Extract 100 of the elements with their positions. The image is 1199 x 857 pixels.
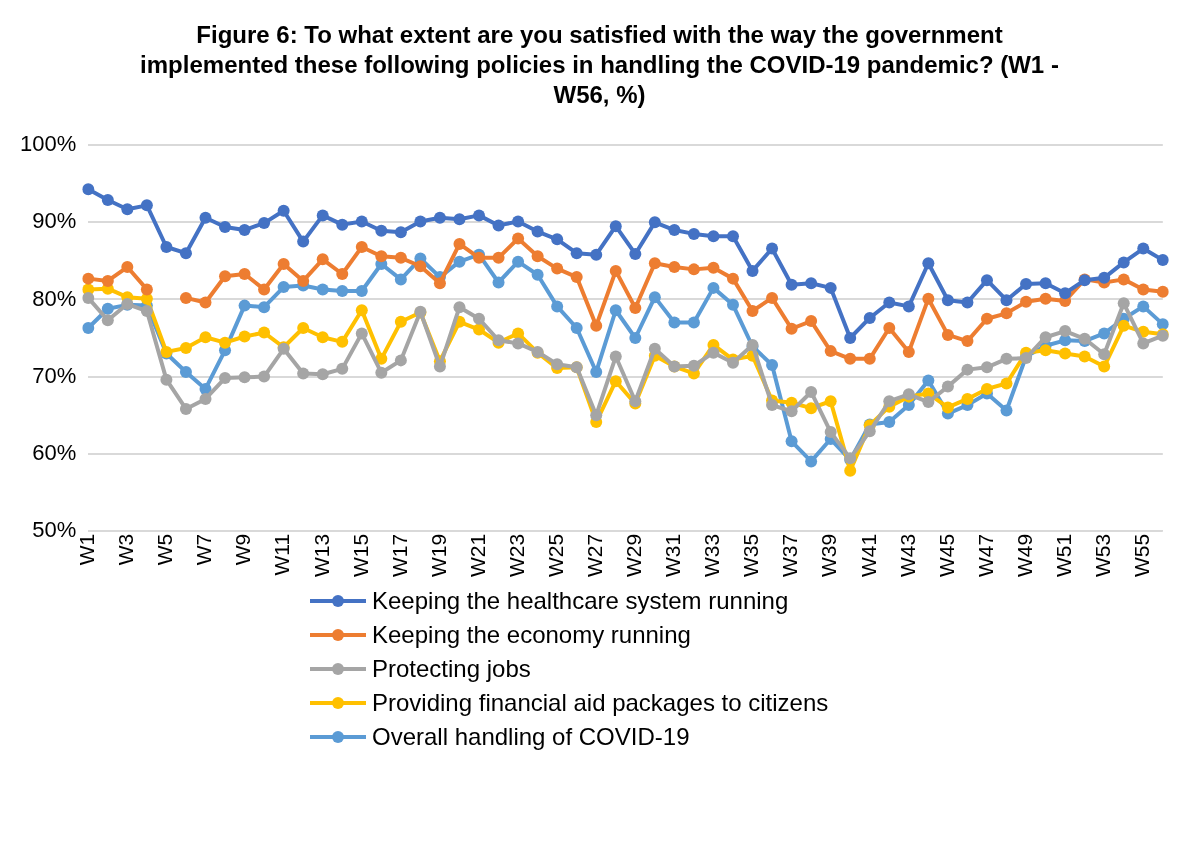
- point: [941, 328, 954, 341]
- point: [726, 298, 739, 311]
- point: [922, 292, 935, 305]
- point: [941, 294, 954, 307]
- x-tick-label: W55: [1130, 533, 1154, 578]
- point: [1098, 348, 1111, 361]
- legend-label: Protecting jobs: [372, 654, 531, 684]
- y-tick-label: 70%: [32, 362, 77, 388]
- point: [961, 296, 974, 309]
- x-tick-label: W7: [192, 533, 216, 566]
- point: [1020, 295, 1033, 308]
- point: [922, 257, 935, 270]
- point: [1039, 292, 1052, 305]
- point: [629, 247, 642, 260]
- point: [551, 233, 564, 246]
- point: [668, 261, 681, 274]
- point: [394, 273, 407, 286]
- x-tick-label: W41: [856, 533, 880, 578]
- point: [707, 346, 720, 359]
- x-tick-label: W13: [309, 533, 333, 578]
- point: [453, 213, 466, 226]
- point: [219, 220, 232, 233]
- point: [570, 271, 583, 284]
- point: [101, 193, 114, 206]
- point: [453, 255, 466, 268]
- point: [961, 392, 974, 405]
- legend-label: Providing financial aid packages to citizens: [372, 688, 829, 718]
- point: [101, 274, 114, 287]
- point: [355, 304, 368, 317]
- point: [316, 368, 329, 381]
- x-tick-label: W1: [75, 533, 99, 566]
- point: [531, 225, 544, 238]
- point: [1117, 273, 1130, 286]
- point: [512, 327, 525, 340]
- point: [844, 352, 857, 365]
- point: [297, 367, 310, 380]
- point: [219, 372, 232, 385]
- point: [863, 311, 876, 324]
- point: [609, 350, 622, 363]
- point: [1137, 283, 1150, 296]
- y-tick-label: 100%: [19, 131, 77, 157]
- x-tick-label: W5: [153, 533, 177, 566]
- point: [648, 257, 661, 270]
- point: [336, 335, 349, 348]
- point: [629, 301, 642, 314]
- point: [687, 263, 700, 276]
- point: [883, 416, 896, 429]
- point: [375, 250, 388, 263]
- point: [941, 401, 954, 414]
- point: [863, 425, 876, 438]
- point: [1000, 294, 1013, 307]
- point: [394, 251, 407, 264]
- point: [766, 359, 779, 371]
- point: [433, 211, 446, 224]
- point: [707, 281, 720, 294]
- point: [82, 321, 95, 334]
- point: [766, 399, 779, 412]
- point: [1117, 319, 1130, 332]
- point: [785, 435, 798, 448]
- point: [512, 255, 525, 268]
- point: [1098, 327, 1111, 340]
- x-tick-label: W53: [1090, 533, 1114, 578]
- point: [980, 382, 993, 395]
- point: [687, 316, 700, 329]
- chart-title: Figure 6: To what extent are you satisfied with the way the government implemented these following policies in handling the COVID-19 pandemic? (W1 - W56, %): [139, 20, 1060, 110]
- point: [219, 270, 232, 283]
- point: [883, 296, 896, 309]
- point: [179, 291, 192, 304]
- point: [453, 301, 466, 314]
- point: [590, 248, 603, 261]
- point: [824, 395, 837, 408]
- point: [82, 272, 95, 285]
- x-tick-label: W21: [465, 533, 489, 578]
- point: [687, 227, 700, 240]
- point: [355, 241, 368, 253]
- point: [766, 291, 779, 304]
- point: [785, 405, 798, 418]
- point: [902, 345, 915, 358]
- x-tick-label: W43: [895, 533, 919, 578]
- point: [414, 215, 427, 228]
- point: [805, 386, 818, 398]
- point: [1020, 278, 1033, 291]
- point: [375, 366, 388, 379]
- point: [609, 304, 622, 317]
- x-tick-label: W37: [778, 533, 802, 578]
- point: [883, 395, 896, 408]
- point: [375, 224, 388, 237]
- point: [980, 361, 993, 374]
- point: [1117, 297, 1130, 310]
- point: [863, 352, 876, 365]
- point: [179, 365, 192, 378]
- point: [609, 220, 622, 233]
- point: [179, 342, 192, 355]
- x-tick-label: W15: [348, 533, 372, 578]
- point: [277, 204, 290, 217]
- point: [101, 302, 114, 315]
- point: [805, 402, 818, 415]
- legend-label: Overall handling of COVID-19: [372, 722, 690, 752]
- x-tick-label: W45: [934, 533, 958, 578]
- point: [648, 216, 661, 229]
